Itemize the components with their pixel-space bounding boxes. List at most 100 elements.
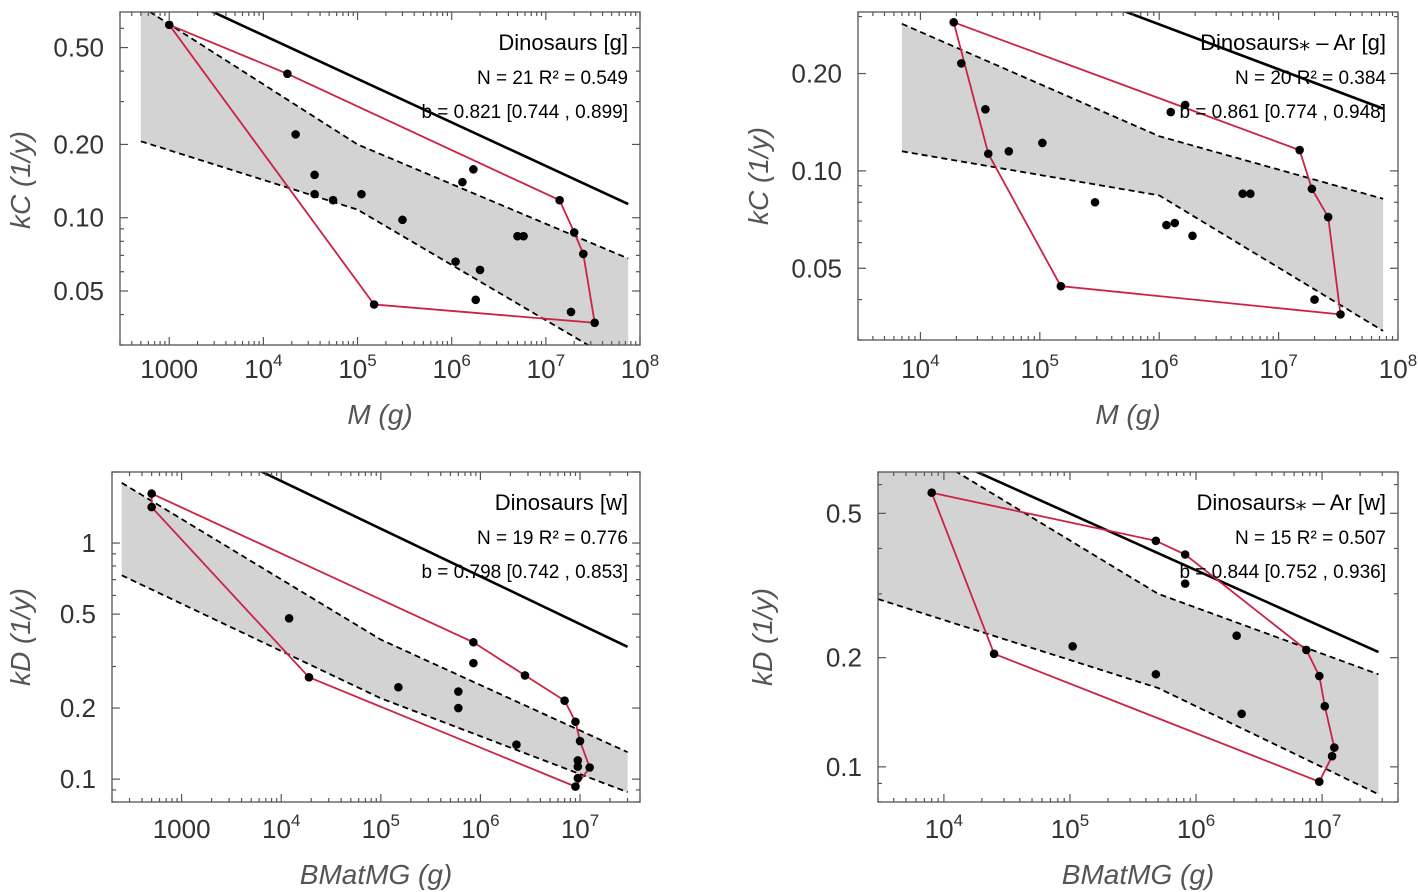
panel-3-point-2: [147, 502, 156, 512]
panel-3-x-axis-title: BMatMG (g): [300, 859, 452, 890]
panel-4-title: Dinosaurs⁎ – Ar [w]: [1196, 490, 1386, 515]
panel-2-point-3: [981, 105, 990, 114]
panel-4-point-8: [1232, 631, 1241, 640]
panel-2-point-20: [1336, 310, 1345, 319]
panel-3-x-tick-label-3: 105: [362, 811, 400, 844]
panel-2-x-tick-label-4: 107: [1259, 351, 1297, 384]
panel-2-ci-lower: [901, 150, 1384, 332]
panel-3-point-13: [571, 717, 580, 727]
panel-1-x-tick-label-2: 104: [244, 351, 282, 384]
panel-2-point-5: [1004, 146, 1014, 156]
panel-1-ci-upper: [148, 12, 629, 260]
panel-3-point-16: [573, 762, 583, 771]
panel-4-y-axis-title: kD (1/y): [747, 588, 778, 686]
panel-1-point-20: [579, 249, 588, 259]
panel-2-point-8: [1090, 197, 1100, 207]
panel-1-point-2: [283, 69, 292, 79]
panel-1-point-14: [475, 265, 485, 275]
panel-4-stats-n-r2: N = 15 R² = 0.507: [1235, 528, 1386, 549]
panel-4-fit-line: [974, 472, 1380, 654]
panel-4-point-6: [1180, 550, 1190, 559]
panel-2-convex-hull: [952, 21, 1342, 316]
panel-3-point-14: [571, 782, 580, 791]
panel-1-point-15: [513, 231, 522, 241]
panel-2-point-6: [1038, 138, 1047, 148]
panel-1-point-17: [555, 195, 564, 205]
panel-1-point-8: [369, 300, 379, 309]
panel-3-title: Dinosaurs [w]: [495, 490, 628, 515]
panel-1-x-tick-label-5: 107: [527, 351, 565, 384]
panel-4-x-tick-label-2: 105: [1051, 811, 1089, 844]
panel-1-y-axis-title: kC (1/y): [5, 131, 36, 229]
panel-1-point-5: [310, 189, 319, 199]
panel-4-point-4: [1151, 536, 1161, 546]
panel-2-point-16: [1295, 145, 1304, 155]
panel-2-point-11: [1170, 218, 1180, 228]
panel-3-plot-area: [121, 472, 629, 794]
panel-1-x-tick-label-3: 105: [338, 351, 376, 384]
panel-2-x-tick-label-2: 105: [1021, 351, 1059, 384]
panel-1-point-16: [519, 231, 528, 241]
panel-2-point-18: [1310, 295, 1319, 304]
panel-1-point-3: [291, 130, 300, 139]
panel-3-x-tick-label-1: 1000: [153, 814, 211, 844]
panel-2-plot-area: [901, 12, 1384, 332]
panel-4-point-7: [1180, 579, 1190, 588]
panel-2-stats-b: b = 0.861 [0.774 , 0.948]: [1179, 102, 1386, 123]
panel-1-point-13: [471, 295, 481, 305]
panel-3-stats-b: b = 0.798 [0.742 , 0.853]: [421, 562, 628, 583]
panel-1-point-10: [451, 257, 460, 266]
panel-4-ci-lower: [878, 598, 1379, 796]
panel-1-fit-line: [210, 12, 629, 206]
panel-4-point-13: [1320, 701, 1330, 711]
panel-2-fit-line: [1122, 12, 1384, 110]
panel-1-y-tick-label-3: 0.20: [53, 129, 104, 159]
panel-2-x-tick-label-1: 104: [901, 351, 939, 384]
panel-4-x-axis-title: BMatMG (g): [1062, 859, 1214, 890]
panel-4-frame: [877, 471, 1399, 803]
panel-4-y-tick-label-1: 0.1: [826, 752, 862, 782]
panel-1-point-18: [566, 307, 576, 317]
panel-4-point-5: [1151, 669, 1161, 679]
panel-3-point-3: [284, 614, 294, 623]
panel-3-point-5: [394, 682, 403, 692]
panel-1-x-tick-label-1: 1000: [140, 354, 198, 384]
panel-4-point-11: [1314, 671, 1324, 681]
panel-1-x-tick-label-6: 108: [621, 351, 659, 384]
panel-1-point-11: [458, 177, 467, 187]
panel-3-y-tick-label-4: 1: [82, 528, 96, 558]
panel-2-point-4: [983, 149, 993, 159]
panel-1-y-tick-label-1: 0.05: [53, 276, 104, 306]
panel-2-confidence-band: [901, 23, 1384, 331]
panel-1-stats-n-r2: N = 21 R² = 0.549: [477, 68, 628, 89]
panel-3: 1000 104 105 106 107 0.1 0.2 0.5 1 BMatMG (g) kD (…: [5, 471, 641, 890]
panel-4-point-15: [1330, 743, 1339, 752]
panel-3-x-tick-label-2: 104: [262, 811, 300, 844]
panel-4-x-tick-label-3: 106: [1177, 811, 1215, 844]
panel-1-point-19: [569, 228, 579, 237]
panel-1-point-21: [590, 318, 599, 328]
panel-3-point-6: [454, 687, 463, 696]
panel-4-confidence-band: [878, 472, 1379, 795]
panel-3-point-4: [304, 672, 314, 682]
panel-2-x-axis-title: M (g): [1095, 399, 1160, 430]
panel-3-x-tick-label-4: 106: [461, 811, 499, 844]
panel-2-y-tick-label-3: 0.20: [791, 59, 842, 89]
panel-2-frame: [857, 11, 1399, 341]
panel-4-stats-b: b = 0.844 [0.752 , 0.936]: [1179, 562, 1386, 583]
panel-4-ticks: [877, 472, 1399, 803]
panel-2-y-tick-label-2: 0.10: [791, 156, 842, 186]
panel-2-point-9: [1162, 220, 1171, 230]
panel-1-point-9: [398, 215, 407, 225]
panel-3-point-1: [147, 489, 156, 498]
panel-4-point-10: [1302, 645, 1311, 655]
panel-3-point-12: [560, 696, 569, 705]
panel-1-frame: [119, 11, 641, 346]
panel-3-point-11: [520, 671, 530, 680]
panel-1-x-axis-title: M (g): [347, 399, 412, 430]
panel-3-stats-n-r2: N = 19 R² = 0.776: [477, 528, 628, 549]
panel-1-y-tick-label-2: 0.10: [53, 203, 104, 233]
panel-4-x-tick-label-4: 107: [1303, 811, 1341, 844]
panel-1-ci-lower: [140, 140, 590, 345]
